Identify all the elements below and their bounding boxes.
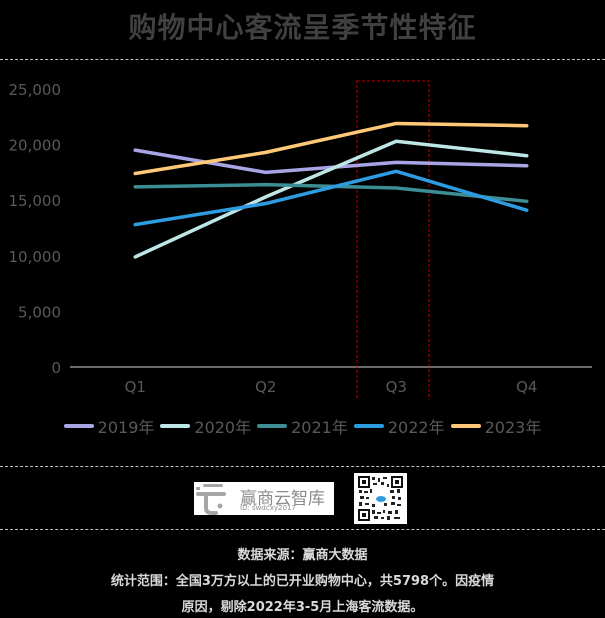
legend-item-2023[interactable]: 2023年 — [450, 414, 542, 438]
brand-id: ID: swdcxy2017 — [240, 504, 296, 512]
legend-label: 2021年 — [291, 418, 348, 437]
brand-logo-icon — [196, 484, 226, 515]
chart-legend: 2019年 2020年 2021年 2022年 2023年 — [0, 414, 605, 438]
legend-label: 2019年 — [97, 418, 155, 437]
top-divider — [0, 59, 605, 60]
y-tick-label: 0 — [51, 359, 61, 377]
legend-swatch-icon — [160, 424, 191, 428]
y-tick-label: 5,000 — [18, 303, 61, 321]
legend-item-2020[interactable]: 2020年 — [160, 414, 251, 438]
data-source: 数据来源：赢商大数据 — [237, 548, 368, 563]
legend-swatch-icon — [450, 424, 481, 428]
y-tick-label: 20,000 — [9, 137, 62, 155]
series-line-2020 — [133, 139, 529, 259]
series-line-2022 — [133, 169, 529, 227]
legend-label: 2020年 — [194, 418, 252, 437]
brand-logo: 赢商云智库 ID: swdcxy2017 — [194, 482, 334, 515]
series-line-2023 — [133, 121, 529, 176]
legend-label: 2022年 — [387, 418, 445, 437]
qr-code — [354, 473, 407, 524]
brand-name: 赢商云智库 — [240, 489, 325, 509]
legend-swatch-icon — [353, 424, 384, 428]
legend-item-2019[interactable]: 2019年 — [63, 414, 155, 438]
scope-note-line1: 统计范围：全国3万方以上的已开业购物中心，共5798个。因疫情 — [110, 574, 495, 589]
middle-divider — [0, 466, 605, 467]
x-tick-label: Q1 — [125, 378, 146, 396]
legend-item-2021[interactable]: 2021年 — [257, 414, 348, 438]
qr-code-icon — [358, 476, 403, 521]
x-tick-label: Q2 — [255, 378, 276, 396]
legend-label: 2023年 — [484, 418, 542, 437]
q3-highlight-box — [356, 80, 430, 400]
y-tick-label: 15,000 — [9, 192, 62, 210]
y-tick-label: 10,000 — [9, 248, 62, 266]
scope-note-line2: 原因，剔除2022年3-5月上海客流数据。 — [181, 600, 424, 615]
line-chart: 0 5,000 10,000 15,000 20,000 25,000 Q1 Q2 Q3 Q4 — [9, 80, 592, 400]
legend-item-2022[interactable]: 2022年 — [353, 414, 445, 438]
x-tick-label: Q3 — [386, 378, 407, 396]
x-tick-label: Q4 — [516, 378, 537, 396]
legend-swatch-icon — [63, 424, 94, 428]
chart-title: 购物中心客流呈季节性特征 — [128, 11, 477, 44]
bottom-divider — [0, 529, 605, 530]
y-tick-label: 25,000 — [9, 81, 62, 99]
legend-swatch-icon — [257, 424, 288, 428]
